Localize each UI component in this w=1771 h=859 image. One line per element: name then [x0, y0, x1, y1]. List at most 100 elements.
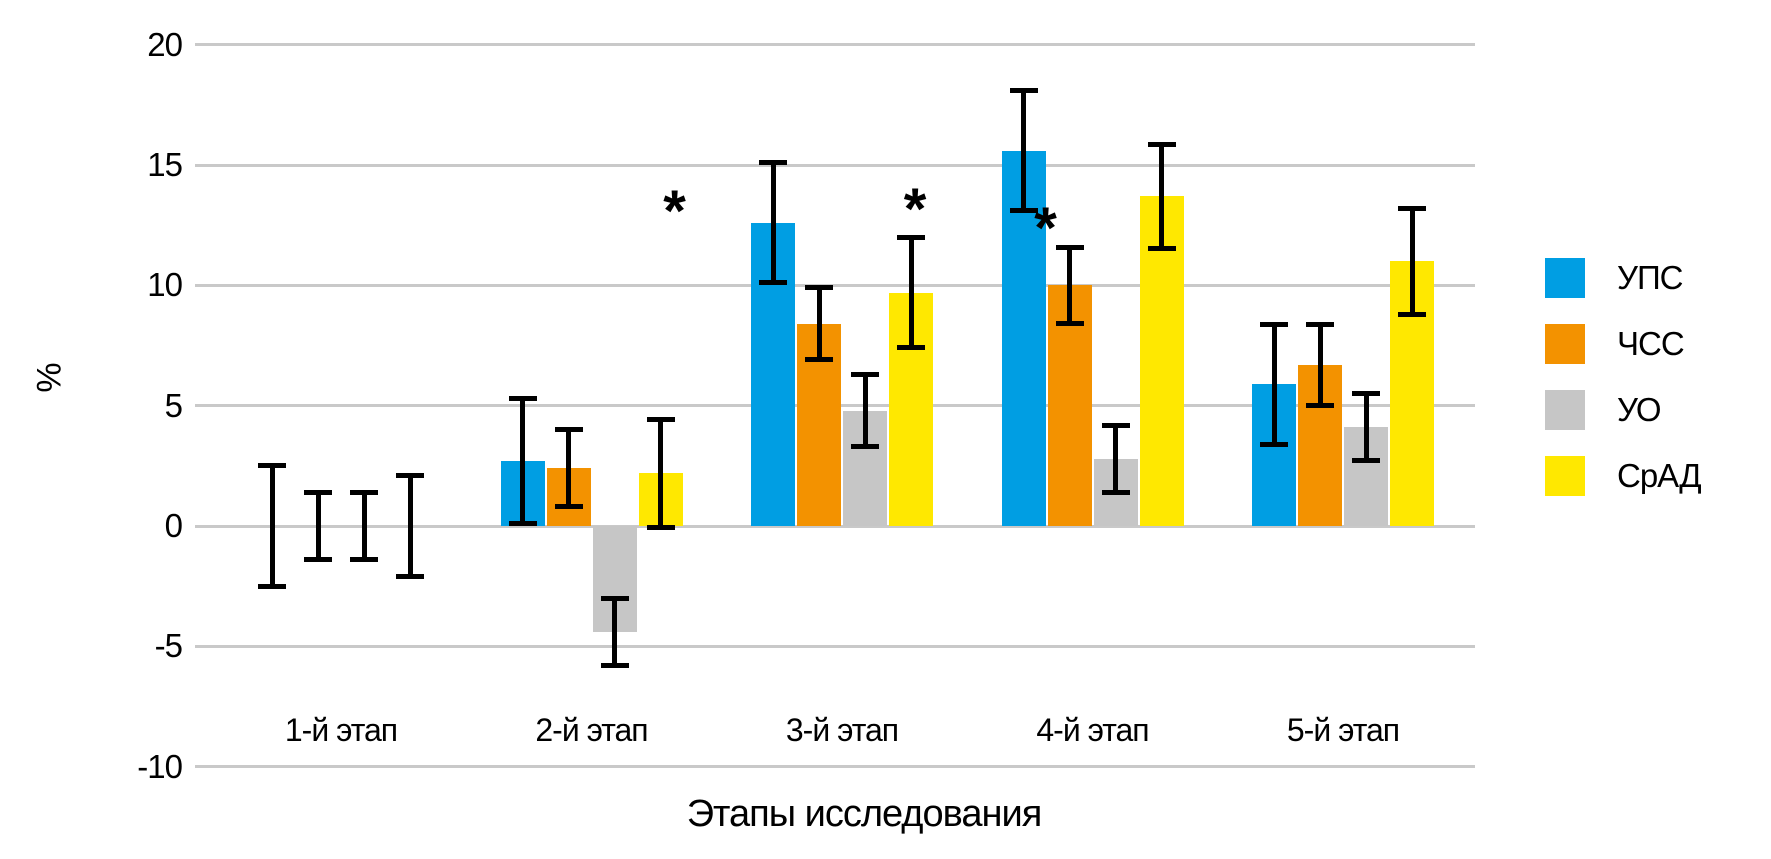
legend-swatch — [1545, 456, 1585, 496]
error-bar-stem — [908, 234, 914, 351]
gridline — [195, 524, 1475, 528]
error-bar-cap-top — [759, 160, 787, 166]
error-bar-cap-top — [1260, 321, 1288, 327]
error-bar-cap-top — [508, 396, 537, 402]
error-bar — [805, 285, 833, 363]
error-bar-cap-top — [258, 463, 286, 469]
x-tick-label: 4-й этап — [1036, 712, 1149, 748]
error-bar-cap-top — [851, 372, 879, 378]
x-tick-label: 2-й этап — [535, 712, 648, 748]
error-bar-cap-top — [600, 595, 629, 601]
error-bar — [508, 396, 537, 526]
error-bar-cap-bottom — [1009, 208, 1038, 214]
error-bar — [600, 595, 629, 668]
legend-item-УО: УО — [1545, 390, 1701, 430]
legend: УПС ЧСС УО СрАД — [1545, 258, 1702, 522]
error-bar-cap-bottom — [646, 524, 675, 530]
error-bar-cap-top — [350, 489, 378, 495]
error-bar-cap-top — [805, 285, 833, 291]
error-bar-cap-bottom — [258, 583, 286, 589]
error-bar-cap-bottom — [350, 557, 378, 563]
error-bar-cap-bottom — [851, 444, 879, 450]
legend-item-label: УПС — [1617, 259, 1684, 296]
error-bar-stem — [770, 160, 776, 286]
error-bar-cap-top — [646, 416, 675, 422]
bar-УПС-stage-4 — [1001, 150, 1046, 526]
error-bar — [1352, 391, 1380, 464]
error-bar-cap-top — [1352, 391, 1380, 397]
error-bar-cap-bottom — [805, 357, 833, 363]
error-bar — [1055, 244, 1084, 327]
error-bar-stem — [361, 489, 367, 563]
legend-item-label: УО — [1617, 391, 1662, 428]
error-bar-stem — [520, 396, 525, 526]
error-bar — [1260, 321, 1288, 447]
error-bar-cap-bottom — [759, 280, 787, 286]
error-bar — [258, 463, 286, 589]
error-bar-stem — [658, 416, 663, 530]
error-bar-cap-top — [1101, 422, 1130, 428]
error-bar-stem — [862, 372, 868, 450]
error-bar — [1306, 321, 1334, 409]
legend-item-СрАД: СрАД — [1545, 456, 1702, 496]
legend-item-УПС: УПС — [1545, 258, 1701, 298]
legend-item-ЧСС: ЧСС — [1545, 324, 1701, 364]
error-bar-cap-top — [1306, 321, 1334, 327]
x-tick-label: 1-й этап — [284, 712, 398, 748]
error-bar-cap-bottom — [1352, 458, 1380, 464]
legend-swatch — [1545, 258, 1585, 298]
error-bar-cap-top — [1055, 244, 1084, 250]
y-tick-label: 0 — [164, 507, 183, 544]
error-bar-stem — [1271, 321, 1277, 447]
error-bar-stem — [1409, 206, 1415, 317]
error-bar-stem — [315, 489, 321, 563]
error-bar — [1009, 88, 1038, 214]
significance-asterisk: * — [663, 179, 686, 245]
error-bar — [350, 489, 378, 563]
y-axis-title: % — [30, 362, 69, 393]
error-bar-stem — [1021, 88, 1026, 214]
error-bar — [1147, 142, 1176, 251]
legend-item-label: ЧСС — [1617, 325, 1685, 362]
error-bar-cap-top — [554, 427, 583, 433]
bar-СрАД-stage-4 — [1139, 196, 1184, 526]
error-bar-stem — [816, 285, 822, 363]
error-bar-stem — [1317, 321, 1323, 409]
gridline — [195, 163, 1475, 167]
error-bar-stem — [1363, 391, 1369, 464]
y-tick-label: 15 — [147, 146, 183, 184]
error-bar-cap-bottom — [1306, 403, 1334, 409]
error-bar — [396, 473, 424, 579]
error-bar-cap-bottom — [1260, 441, 1288, 447]
y-tick-label: -10 — [137, 747, 183, 785]
error-bar — [304, 489, 332, 563]
error-bar-cap-bottom — [1398, 311, 1426, 317]
error-bar-stem — [407, 473, 413, 579]
gridline — [195, 43, 1475, 47]
gridline — [195, 644, 1475, 648]
error-bar-cap-bottom — [396, 573, 424, 579]
error-bar-cap-top — [897, 234, 925, 240]
error-bar — [646, 416, 675, 530]
significance-asterisk: * — [1034, 196, 1057, 262]
error-bar — [759, 160, 787, 286]
error-bar-cap-top — [1147, 142, 1176, 148]
gridline — [195, 765, 1475, 769]
error-bar — [1398, 206, 1426, 317]
significance-asterisk: * — [903, 176, 927, 242]
y-tick-label: 10 — [147, 266, 183, 304]
error-bar-stem — [1159, 142, 1164, 251]
legend-item-label: СрАД — [1617, 457, 1702, 494]
x-tick-label: 3-й этап — [785, 712, 899, 748]
y-tick-label: 5 — [164, 386, 183, 424]
error-bar-cap-bottom — [600, 662, 629, 668]
error-bar-cap-bottom — [1101, 489, 1130, 495]
error-bar-cap-bottom — [897, 345, 925, 351]
error-bar-cap-bottom — [554, 504, 583, 510]
x-axis-title: Этапы исследования — [686, 793, 1043, 835]
error-bar — [554, 427, 583, 510]
error-bar-stem — [566, 427, 571, 510]
error-bar-cap-bottom — [304, 557, 332, 563]
